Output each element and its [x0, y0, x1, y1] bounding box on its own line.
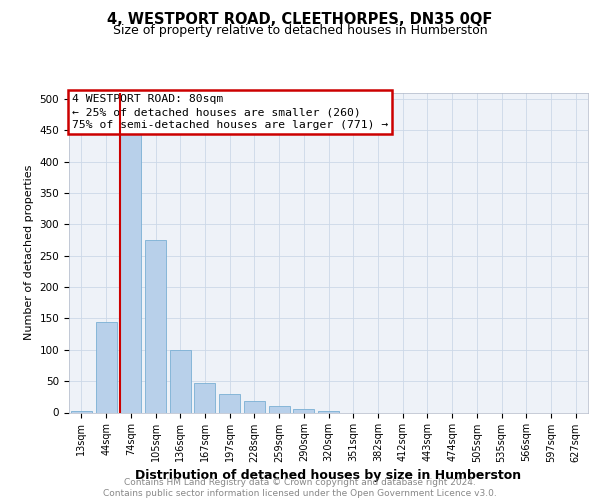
Y-axis label: Number of detached properties: Number of detached properties: [24, 165, 34, 340]
Bar: [194, 383, 215, 412]
Bar: [219, 394, 240, 412]
Text: 4, WESTPORT ROAD, CLEETHORPES, DN35 0QF: 4, WESTPORT ROAD, CLEETHORPES, DN35 0QF: [107, 12, 493, 28]
Text: 4 WESTPORT ROAD: 80sqm
← 25% of detached houses are smaller (260)
75% of semi-de: 4 WESTPORT ROAD: 80sqm ← 25% of detached…: [71, 94, 388, 130]
Bar: [95, 322, 116, 412]
Bar: [71, 410, 92, 412]
Bar: [318, 411, 339, 412]
Text: Contains HM Land Registry data © Crown copyright and database right 2024.
Contai: Contains HM Land Registry data © Crown c…: [103, 478, 497, 498]
X-axis label: Distribution of detached houses by size in Humberston: Distribution of detached houses by size …: [136, 468, 521, 481]
Bar: [170, 350, 191, 412]
Bar: [269, 406, 290, 412]
Bar: [293, 410, 314, 412]
Text: Size of property relative to detached houses in Humberston: Size of property relative to detached ho…: [113, 24, 487, 37]
Bar: [120, 130, 141, 412]
Bar: [145, 240, 166, 412]
Bar: [244, 401, 265, 412]
